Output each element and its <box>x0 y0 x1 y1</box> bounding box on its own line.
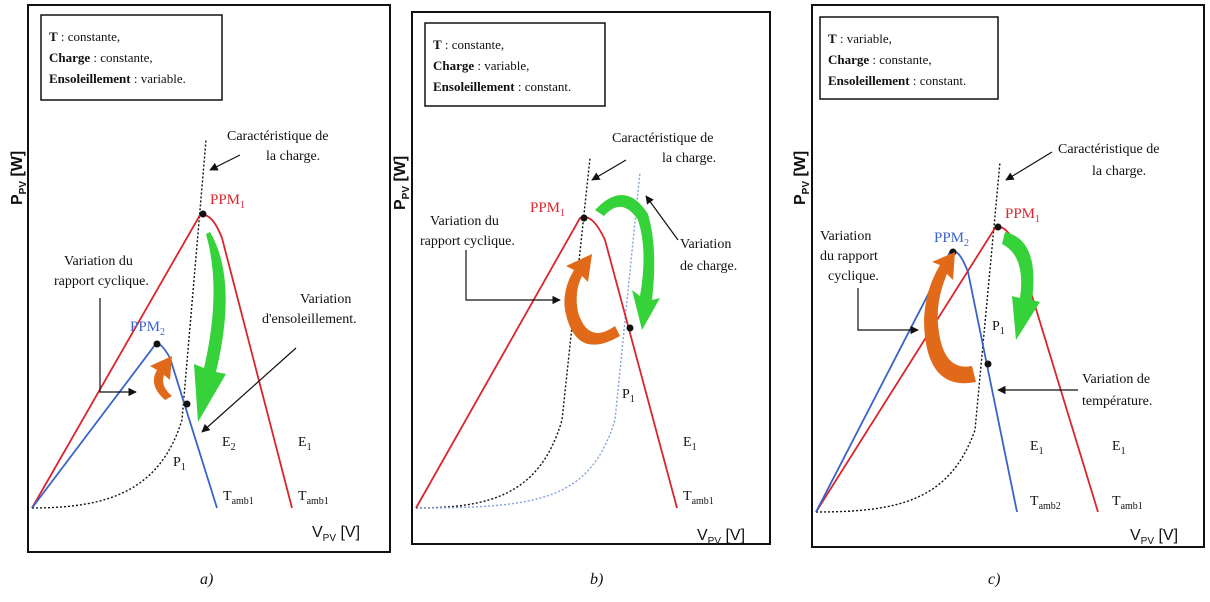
panel-b-x-axis-label: VPV [V] <box>697 527 745 547</box>
panel-c-condition-2: Charge : constante, <box>828 52 932 67</box>
panel-a-load-label-2: la charge. <box>266 149 320 164</box>
panel-c-pv-curve-t2 <box>815 250 1018 513</box>
panel-a-ppm1-label: PPM1 <box>210 192 245 211</box>
panel-c-green-arrow <box>1002 232 1040 340</box>
panel-b-orange-arrow <box>564 254 620 345</box>
panel-a-ppm1-point <box>199 210 207 218</box>
panel-c-ppm2-label: PPM2 <box>934 230 969 249</box>
panel-c-load-pointer <box>1005 151 1053 181</box>
panel-c-variation-label-1: Variation de <box>1082 372 1150 387</box>
panel-b-env-e1: E1 <box>683 435 697 453</box>
panel-c-duty-label-2: du rapport <box>820 249 878 264</box>
panel-a-variation-pointer <box>201 347 297 433</box>
panel-c-load-label-1: Caractéristique de <box>1058 142 1159 157</box>
panel-c-env-t-red: Tamb1 <box>1112 494 1143 512</box>
panel-a-condition-3: Ensoleillement : variable. <box>49 71 186 86</box>
panel-c-frame <box>811 4 1205 548</box>
panel-b-ppm1-label: PPM1 <box>530 200 565 219</box>
panel-c-env-e1-red: E1 <box>1112 439 1126 457</box>
panel-b-duty-label-1: Variation du <box>430 214 499 229</box>
panel-a-duty-pointer <box>99 298 137 397</box>
panel-c-conditions-box <box>819 16 999 100</box>
panel-a-green-arrow <box>194 232 226 422</box>
panel-b-p1-point <box>626 324 634 332</box>
panel-a-x-axis-label: VPV [V] <box>312 524 360 544</box>
panel-b-pv-curve <box>415 216 678 509</box>
panel-c-load-label-2: la charge. <box>1092 164 1146 179</box>
panel-a-load-label-1: Caractéristique de <box>227 129 328 144</box>
panel-a-pv-curve-e2 <box>31 343 218 509</box>
panel-c-condition-3: Ensoleillement : constant. <box>828 73 966 88</box>
panel-b-frame <box>411 11 771 545</box>
panel-a: T : constante, Charge : constante, Ensol… <box>9 4 391 588</box>
panel-b-load-pointer <box>591 159 627 181</box>
panel-c-ppm1-point <box>994 223 1002 231</box>
panel-b-green-arrow <box>595 194 660 330</box>
panel-c-load-curve <box>815 161 1001 513</box>
panel-c-duty-label-3: cyclique. <box>828 269 879 284</box>
panel-c-caption: c) <box>988 571 1000 588</box>
panel-b-variation-label-1: Variation <box>680 237 731 252</box>
panel-b-duty-pointer <box>465 250 561 305</box>
panel-b-condition-3: Ensoleillement : constant. <box>433 79 571 94</box>
panel-a-condition-2: Charge : constante, <box>49 50 153 65</box>
panel-a-ppm2-label: PPM2 <box>130 319 165 338</box>
panel-c-p1-point <box>984 360 992 368</box>
panel-a-frame <box>27 4 391 553</box>
panel-b-load-curve-2 <box>415 171 641 509</box>
panel-c-condition-1: T : variable, <box>828 31 892 46</box>
panel-c-y-axis-label: PPV [W] <box>792 151 812 205</box>
panel-a-duty-label-2: rapport cyclique. <box>54 274 149 289</box>
panel-a-env-e1: E1 <box>298 435 312 453</box>
panel-a-caption: a) <box>200 571 213 588</box>
panel-a-variation-label-1: Variation <box>300 292 351 307</box>
panel-a-env-t-red: Tamb1 <box>298 489 329 507</box>
panel-b: T : constante, Charge : variable, Ensole… <box>392 11 771 588</box>
panel-c-ppm1-label: PPM1 <box>1005 206 1040 225</box>
panel-a-env-t-blue: Tamb1 <box>223 489 254 507</box>
panel-b-load-label-1: Caractéristique de <box>612 131 713 146</box>
panel-a-orange-arrow <box>150 356 172 400</box>
panel-b-condition-2: Charge : variable, <box>433 58 529 73</box>
panel-b-charge-pointer <box>645 195 679 241</box>
panel-c-x-axis-label: VPV [V] <box>1130 527 1178 547</box>
panel-c-env-t-blue: Tamb2 <box>1030 494 1061 512</box>
panel-b-variation-label-2: de charge. <box>680 259 737 274</box>
panel-b-conditions-box <box>424 22 606 107</box>
panel-a-load-pointer <box>209 154 241 171</box>
panel-b-duty-label-2: rapport cyclique. <box>420 234 515 249</box>
panel-c-variation-label-2: température. <box>1082 394 1152 409</box>
panel-c-duty-label-1: Variation <box>820 229 871 244</box>
panel-a-duty-label-1: Variation du <box>64 254 133 269</box>
panel-a-p1-label: P1 <box>173 455 186 473</box>
panel-b-p1-label: P1 <box>622 387 635 405</box>
panel-c-env-e1-blue: E1 <box>1030 439 1044 457</box>
panel-c: T : variable, Charge : constante, Ensole… <box>792 4 1205 588</box>
panel-a-p1-point <box>183 400 191 408</box>
panel-b-caption: b) <box>590 571 603 588</box>
panel-a-variation-label-2: d'ensoleillement. <box>262 312 357 327</box>
panel-b-y-axis-label: PPV [W] <box>392 156 412 210</box>
panel-a-env-e2: E2 <box>222 435 236 453</box>
panel-a-load-curve <box>31 139 207 509</box>
panel-a-y-axis-label: PPV [W] <box>9 151 29 205</box>
panel-a-conditions-box <box>40 14 223 101</box>
panel-c-orange-arrow <box>924 252 976 384</box>
panel-b-env-t: Tamb1 <box>683 489 714 507</box>
panel-a-condition-1: T : constante, <box>49 29 120 44</box>
panel-a-ppm2-point <box>153 340 161 348</box>
panel-b-ppm1-point <box>580 214 588 222</box>
panel-b-condition-1: T : constante, <box>433 37 504 52</box>
panel-c-duty-pointer <box>857 288 919 335</box>
panel-b-load-label-2: la charge. <box>662 151 716 166</box>
panel-c-p1-label: P1 <box>992 319 1005 337</box>
